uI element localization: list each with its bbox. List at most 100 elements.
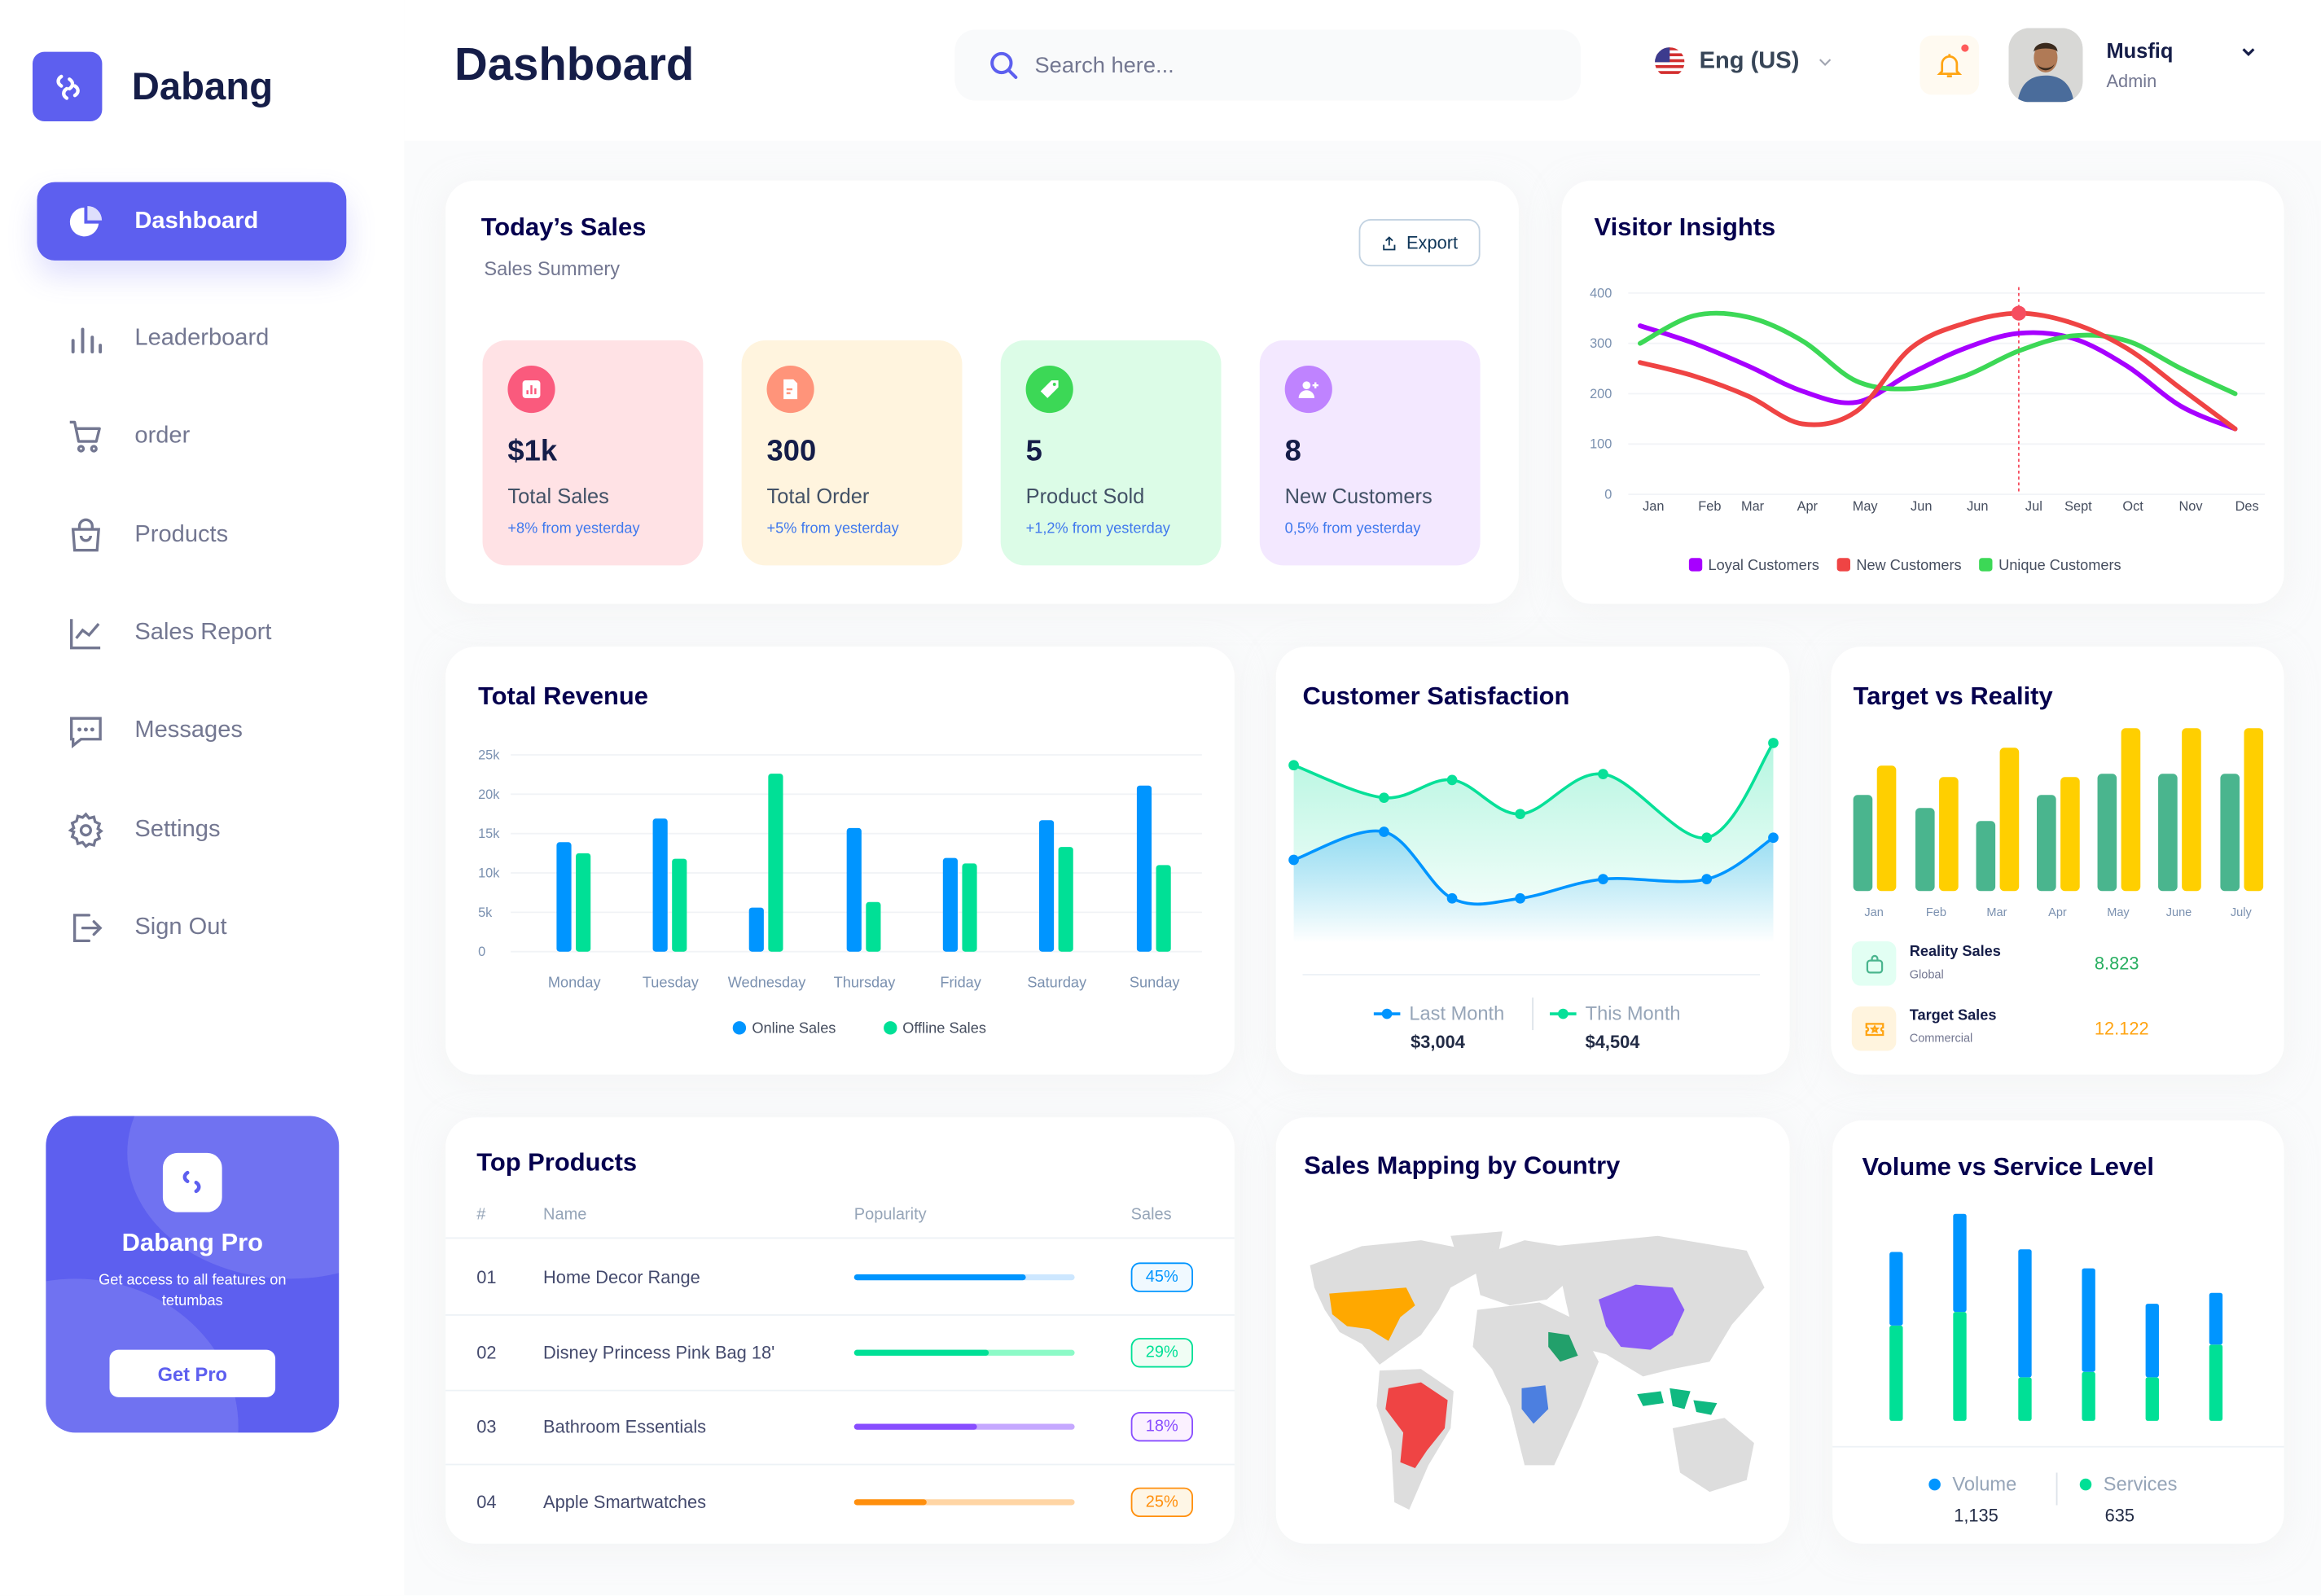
data-point[interactable] xyxy=(1515,892,1526,904)
data-point[interactable] xyxy=(1288,854,1299,866)
bar-online-sales[interactable] xyxy=(846,827,862,952)
target-sales-subtitle: Commercial xyxy=(1909,1031,1973,1046)
table-row[interactable]: 01 Home Decor Range 45% xyxy=(445,1240,1235,1314)
chart-legend: Loyal Customers New Customers Unique Cus… xyxy=(1688,558,2121,574)
data-point[interactable] xyxy=(1446,774,1458,786)
legend-item-last-month[interactable]: Last Month xyxy=(1373,1002,1504,1024)
bar-target-sales[interactable] xyxy=(2182,728,2201,892)
bar-offline-sales[interactable] xyxy=(1156,865,1171,952)
language-selector[interactable]: Eng (US) xyxy=(1655,47,1835,77)
map-region-highlight[interactable] xyxy=(1548,1331,1578,1362)
bar-segment-volume[interactable] xyxy=(2082,1268,2095,1372)
target-sales-title: Target Sales xyxy=(1909,1007,1997,1024)
bar-online-sales[interactable] xyxy=(652,818,668,952)
data-point[interactable] xyxy=(1379,826,1389,837)
bar-online-sales[interactable] xyxy=(748,907,764,952)
bar-offline-sales[interactable] xyxy=(672,858,687,952)
logo-icon[interactable] xyxy=(32,51,103,122)
data-point[interactable] xyxy=(1598,874,1608,885)
sidebar-item-products[interactable]: Products xyxy=(37,496,346,574)
sidebar-item-messages[interactable]: Messages xyxy=(37,691,346,770)
bar-online-sales[interactable] xyxy=(1136,785,1152,952)
table-row[interactable]: 03 Bathroom Essentials 18% xyxy=(445,1390,1235,1464)
legend-item-volume[interactable]: Volume xyxy=(1928,1473,2016,1495)
bar-reality-sales[interactable] xyxy=(2037,795,2056,892)
legend-item-online-sales[interactable]: Online Sales xyxy=(732,1021,836,1037)
data-point[interactable] xyxy=(1515,809,1526,820)
bar-segment-volume[interactable] xyxy=(2145,1304,2159,1378)
sidebar-item-settings[interactable]: Settings xyxy=(37,791,346,869)
bar-segment-volume[interactable] xyxy=(2018,1249,2032,1378)
get-pro-button[interactable]: Get Pro xyxy=(109,1349,276,1397)
bar-reality-sales[interactable] xyxy=(1976,821,1996,892)
bar-segment-services[interactable] xyxy=(2209,1344,2223,1421)
data-point[interactable] xyxy=(1446,892,1458,904)
legend-item-unique-customers[interactable]: Unique Customers xyxy=(1979,558,2121,574)
bar-target-sales[interactable] xyxy=(2060,777,2080,892)
bar-segment-services[interactable] xyxy=(2082,1371,2095,1421)
legend-item-services[interactable]: Services xyxy=(2079,1473,2177,1495)
export-button[interactable]: Export xyxy=(1358,219,1481,267)
bar-offline-sales[interactable] xyxy=(866,901,881,952)
bar-segment-services[interactable] xyxy=(1889,1325,1903,1421)
legend-item-offline-sales[interactable]: Offline Sales xyxy=(883,1021,986,1037)
bar-segment-services[interactable] xyxy=(2145,1377,2159,1421)
bar-target-sales[interactable] xyxy=(2121,728,2141,892)
highlight-point[interactable] xyxy=(2011,305,2026,321)
customer-satisfaction-card: Customer Satisfaction Last Month $3,004 … xyxy=(1275,647,1790,1075)
bar-target-sales[interactable] xyxy=(1939,777,1959,892)
bar-offline-sales[interactable] xyxy=(768,774,783,952)
bar-segment-volume[interactable] xyxy=(2209,1292,2223,1345)
notifications-button[interactable] xyxy=(1920,35,1980,95)
data-point[interactable] xyxy=(1379,792,1389,804)
bar-online-sales[interactable] xyxy=(1038,820,1055,952)
bar-segment-services[interactable] xyxy=(1953,1312,1967,1421)
legend-item-this-month[interactable]: This Month xyxy=(1550,1002,1681,1024)
sidebar-item-leaderboard[interactable]: Leaderboard xyxy=(37,299,346,377)
bar-reality-sales[interactable] xyxy=(2158,774,2178,892)
sidebar-item-label: Sign Out xyxy=(134,914,227,940)
bar-reality-sales[interactable] xyxy=(1853,795,1873,892)
data-point[interactable] xyxy=(1768,738,1779,748)
bar-offline-sales[interactable] xyxy=(576,853,591,952)
data-point[interactable] xyxy=(1701,874,1713,885)
data-point[interactable] xyxy=(1598,769,1608,779)
search-bar[interactable] xyxy=(954,29,1582,101)
bar-online-sales[interactable] xyxy=(556,842,572,952)
legend-item-new-customers[interactable]: New Customers xyxy=(1836,558,1962,574)
bar-reality-sales[interactable] xyxy=(1915,808,1935,892)
bar-reality-sales[interactable] xyxy=(2220,774,2240,892)
bar-target-sales[interactable] xyxy=(1999,748,2020,892)
table-row[interactable]: 04 Apple Smartwatches 25% xyxy=(445,1465,1235,1539)
map-region-highlight[interactable] xyxy=(1521,1385,1549,1424)
data-point[interactable] xyxy=(1701,832,1713,844)
bar-online-sales[interactable] xyxy=(942,857,958,952)
bar-reality-sales[interactable] xyxy=(2097,774,2117,892)
map-region-highlight[interactable] xyxy=(1599,1284,1685,1350)
bar-target-sales[interactable] xyxy=(1876,765,1897,892)
x-tick-label: May xyxy=(2107,906,2130,919)
sidebar-item-dashboard[interactable]: Dashboard xyxy=(37,182,347,261)
map-region-highlight[interactable] xyxy=(1329,1287,1415,1341)
map-region-highlight[interactable] xyxy=(1637,1388,1718,1415)
bar-segment-volume[interactable] xyxy=(1889,1252,1903,1326)
data-point[interactable] xyxy=(1768,832,1779,844)
bar-segment-services[interactable] xyxy=(2018,1377,2032,1421)
data-point[interactable] xyxy=(1288,760,1299,771)
table-row[interactable]: 02 Disney Princess Pink Bag 18' 29% xyxy=(445,1315,1235,1389)
search-input[interactable] xyxy=(1034,52,1524,78)
map-region-highlight[interactable] xyxy=(1385,1382,1448,1469)
user-menu-chevron-icon[interactable] xyxy=(2238,42,2258,62)
avatar[interactable] xyxy=(2008,28,2083,103)
bar-segment-volume[interactable] xyxy=(1953,1213,1967,1313)
bar-offline-sales[interactable] xyxy=(962,863,977,952)
bar-target-sales[interactable] xyxy=(2244,728,2264,892)
sidebar-item-order[interactable]: order xyxy=(37,397,346,475)
x-tick-label: Saturday xyxy=(1027,974,1087,990)
sidebar-item-sales-report[interactable]: Sales Report xyxy=(37,594,346,672)
world-map[interactable] xyxy=(1302,1229,1765,1525)
legend-item-loyal-customers[interactable]: Loyal Customers xyxy=(1688,558,1819,574)
sidebar-item-sign-out[interactable]: Sign Out xyxy=(37,888,346,967)
bar-offline-sales[interactable] xyxy=(1058,847,1073,952)
last-month-value: $3,004 xyxy=(1411,1031,1465,1053)
